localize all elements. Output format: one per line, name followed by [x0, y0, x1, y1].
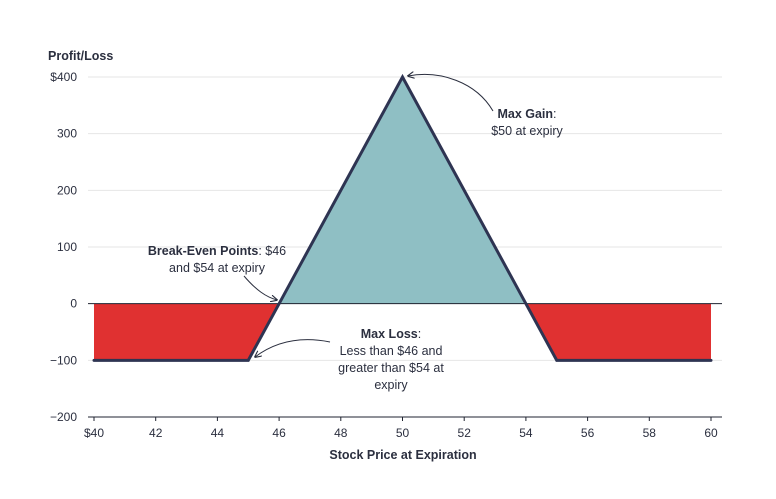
series-line [92, 73, 713, 362]
y-tick-label-neg200: −200 [50, 410, 77, 424]
x-tick-label-40: $40 [84, 426, 104, 440]
annotation-max-loss-arrow [255, 339, 331, 357]
annotation-break-even-bold: Break-Even Points [148, 244, 259, 258]
x-tick-label-60: 60 [704, 426, 718, 440]
annotation-break-even-line2: and $54 at expiry [169, 261, 266, 275]
y-tick-label-neg100: −100 [50, 353, 77, 367]
annotation-max-gain-arrow [408, 74, 494, 112]
series [92, 73, 713, 362]
tick-labels: $40 42 44 46 48 50 52 54 56 58 60 −200 −100 0 100 200 30… [50, 70, 718, 440]
y-tick-label-0: 0 [70, 297, 77, 311]
y-axis-title: Profit/Loss [48, 49, 113, 63]
x-tick-label-42: 42 [149, 426, 163, 440]
annotation-max-loss-line3: greater than $54 at [338, 361, 444, 375]
x-tick-label-46: 46 [272, 426, 286, 440]
y-tick-label-200: 200 [57, 183, 77, 197]
profit-area-1 [279, 77, 526, 304]
x-axis-title: Stock Price at Expiration [329, 448, 476, 462]
annotation-max-gain-line2: $50 at expiry [491, 124, 563, 138]
axes [88, 303, 722, 418]
x-tick-label-52: 52 [458, 426, 472, 440]
x-tick-label-58: 58 [643, 426, 657, 440]
x-tick-label-48: 48 [334, 426, 348, 440]
annotation-max-gain: Max Gain: $50 at expiry [408, 74, 564, 138]
y-tick-label-400: $400 [50, 70, 77, 84]
x-tick-label-54: 54 [519, 426, 533, 440]
annotation-max-gain-colon: : [553, 107, 556, 121]
annotation-break-even-rest: : $46 [258, 244, 286, 258]
annotation-max-loss-line1: Max Loss: [361, 327, 421, 341]
annotation-max-gain-bold: Max Gain [497, 107, 553, 121]
y-tick-label-300: 300 [57, 127, 77, 141]
annotation-max-loss-bold: Max Loss [361, 327, 418, 341]
annotation-max-gain-line1: Max Gain: [497, 107, 556, 121]
loss-area-2 [525, 303, 711, 361]
x-tick-label-56: 56 [581, 426, 595, 440]
annotation-break-even: Break-Even Points: $46 and $54 at expiry [148, 244, 286, 300]
annotation-max-loss: Max Loss: Less than $46 and greater than… [255, 327, 444, 392]
annotation-break-even-line1: Break-Even Points: $46 [148, 244, 286, 258]
annotation-max-loss-line4: expiry [374, 378, 408, 392]
annotation-break-even-arrow [243, 275, 277, 300]
loss-area-0 [94, 303, 280, 361]
annotation-max-loss-colon: : [418, 327, 421, 341]
x-tick-label-50: 50 [396, 426, 410, 440]
y-tick-label-100: 100 [57, 240, 77, 254]
area-fills [94, 77, 711, 361]
x-tick-label-44: 44 [211, 426, 225, 440]
annotation-max-loss-line2: Less than $46 and [340, 344, 443, 358]
